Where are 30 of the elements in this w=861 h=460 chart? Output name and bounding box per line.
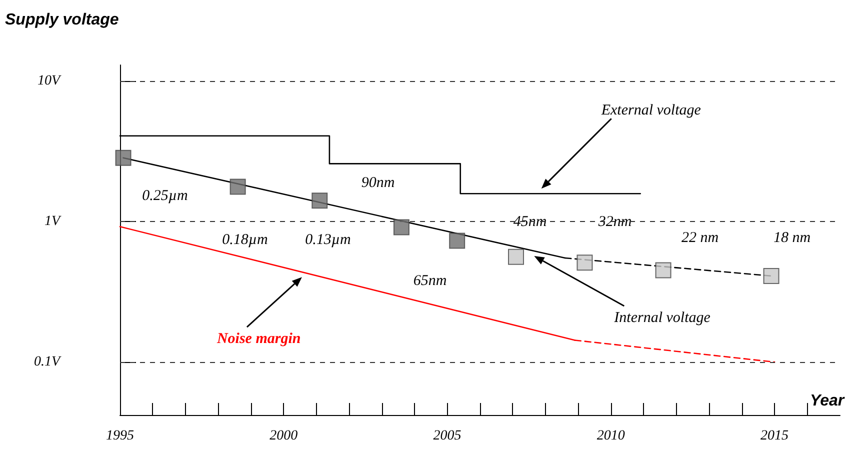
text: External voltage — [600, 102, 702, 119]
point — [230, 178, 246, 195]
point — [115, 150, 132, 166]
x-tick-label: 1995 — [106, 428, 134, 444]
x-tick-label: 2015 — [760, 428, 789, 444]
point — [576, 254, 593, 271]
x-tick-label: 2000 — [270, 428, 298, 444]
y-tick-label: 1V — [44, 214, 62, 230]
text: Internal voltage — [613, 310, 711, 326]
x-axis-title: Year — [810, 392, 845, 410]
x-tick-label: 2010 — [596, 428, 625, 444]
annotation: 22 nm — [681, 230, 719, 246]
y-axis-title: Supply voltage — [5, 12, 119, 28]
point — [508, 248, 524, 265]
point — [449, 232, 466, 249]
point — [763, 268, 780, 284]
annotation: 0.25µm — [142, 188, 188, 204]
y-tick-label: 10V — [37, 74, 62, 89]
point — [655, 262, 672, 278]
annotation: 90nm — [361, 175, 395, 191]
y-tick-label: 0.1V — [34, 354, 62, 370]
point — [312, 192, 328, 209]
annotation: 45nm — [513, 214, 547, 230]
annotation: 65nm — [413, 273, 447, 289]
point — [393, 219, 410, 236]
annotation: 0.13µm — [305, 232, 352, 248]
annotation: 0.18µm — [222, 232, 268, 248]
text: Noise margin — [216, 331, 301, 348]
x-tick-label: 2005 — [433, 428, 462, 444]
annotation: 18 nm — [773, 230, 811, 246]
